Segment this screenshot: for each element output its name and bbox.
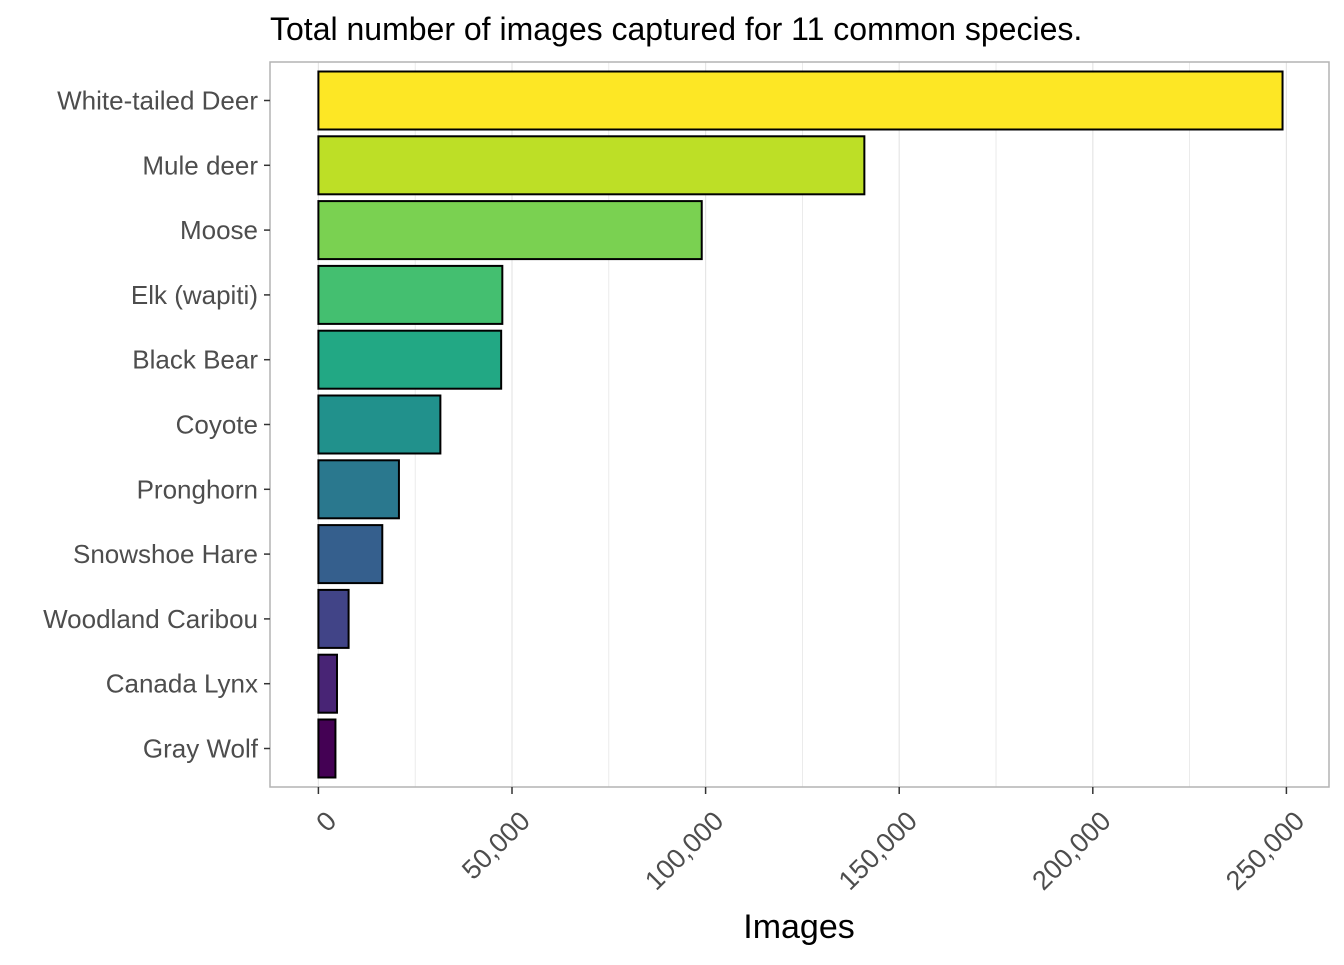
bar xyxy=(317,135,866,196)
category-label: Moose xyxy=(180,215,258,245)
bar xyxy=(317,264,504,325)
x-axis-ticks: 0 50,000 100,000 150,000 200,000 250,000 xyxy=(310,787,1310,896)
category-label: Canada Lynx xyxy=(106,669,258,699)
category-label: White-tailed Deer xyxy=(57,86,258,116)
bar xyxy=(317,524,384,585)
x-tick-label: 50,000 xyxy=(456,806,536,886)
category-label: Elk (wapiti) xyxy=(131,280,258,310)
category-labels: White-tailed Deer Mule deer Moose Elk (wapi… xyxy=(43,86,270,764)
x-tick-label: 100,000 xyxy=(639,806,729,896)
bar xyxy=(317,394,442,455)
bar xyxy=(317,653,338,714)
category-label: Black Bear xyxy=(132,345,258,375)
x-tick-label: 250,000 xyxy=(1220,806,1310,896)
bars xyxy=(317,70,1284,779)
x-tick-label: 200,000 xyxy=(1026,806,1116,896)
category-label: Pronghorn xyxy=(137,474,258,504)
category-label: Snowshoe Hare xyxy=(73,539,258,569)
category-label: Woodland Caribou xyxy=(43,604,258,634)
bar xyxy=(317,200,703,261)
category-label: Gray Wolf xyxy=(143,734,259,764)
chart-title: Total number of images captured for 11 c… xyxy=(270,11,1082,47)
bar xyxy=(317,718,337,779)
bar xyxy=(317,588,350,649)
x-tick-label: 150,000 xyxy=(833,806,923,896)
x-tick-label: 0 xyxy=(310,806,342,838)
x-axis-title: Images xyxy=(743,908,855,946)
bar xyxy=(317,329,503,390)
bar xyxy=(317,70,1284,131)
bar xyxy=(317,459,400,520)
category-label: Coyote xyxy=(176,410,258,440)
category-label: Mule deer xyxy=(142,150,258,180)
